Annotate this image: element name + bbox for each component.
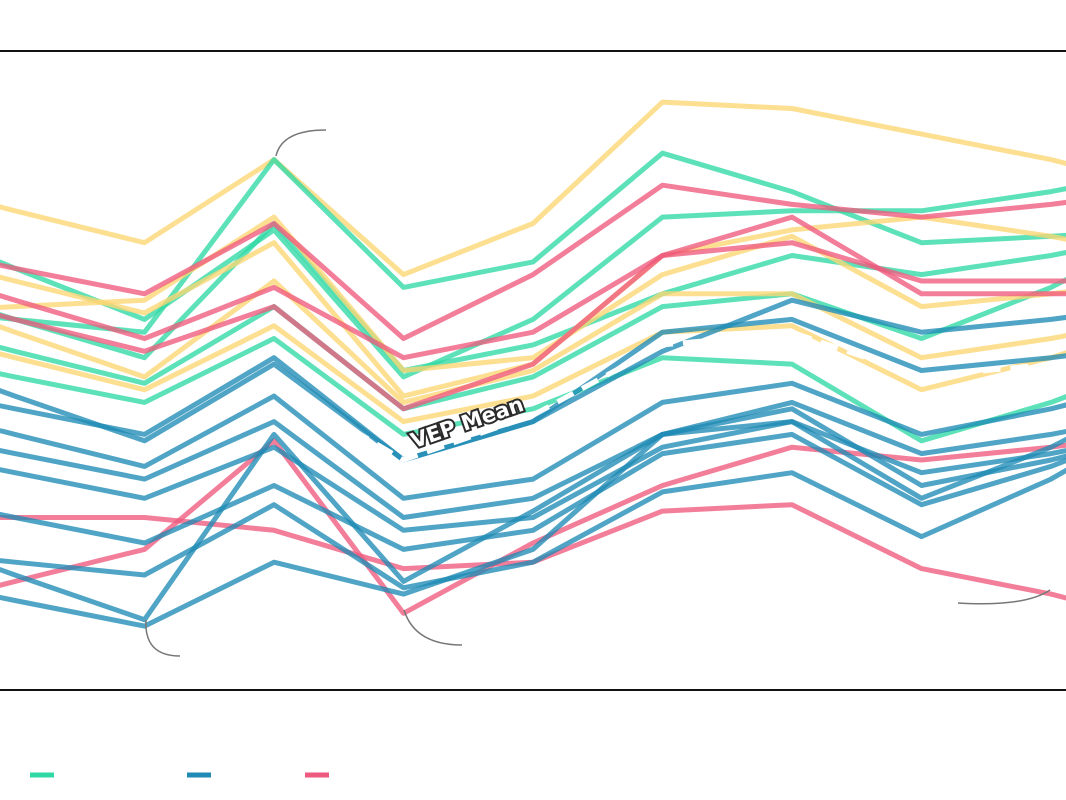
series-layer: [0, 99, 1066, 629]
series-line-15: [0, 438, 1066, 616]
series-line-13: [0, 214, 1066, 412]
series-line-11: [0, 182, 1066, 341]
series-line-21: [0, 419, 1066, 629]
annotation-bracket-1: [275, 129, 327, 157]
annotation-bracket-4: [957, 589, 1051, 605]
series-line-18: [0, 419, 1066, 533]
series-line-6: [0, 276, 1066, 412]
series-line-1: [0, 99, 1066, 278]
mean-line: [0, 329, 1066, 463]
series-line-17: [0, 399, 1066, 520]
series-line-19: [0, 431, 1066, 552]
series-line-16: [0, 380, 1066, 501]
series-line-24: [0, 297, 1066, 463]
annotation-layer: [145, 129, 1051, 657]
series-line-20: [0, 467, 1066, 591]
series-line-4: [0, 221, 1066, 373]
series-line-8: [0, 278, 1066, 405]
annotation-bracket-2: [145, 619, 181, 657]
series-line-12: [0, 240, 1066, 361]
series-line-22: [0, 406, 1066, 623]
annotation-bracket-3: [403, 609, 463, 646]
mean-layer: [0, 329, 1066, 463]
series-line-9: [0, 323, 1066, 425]
